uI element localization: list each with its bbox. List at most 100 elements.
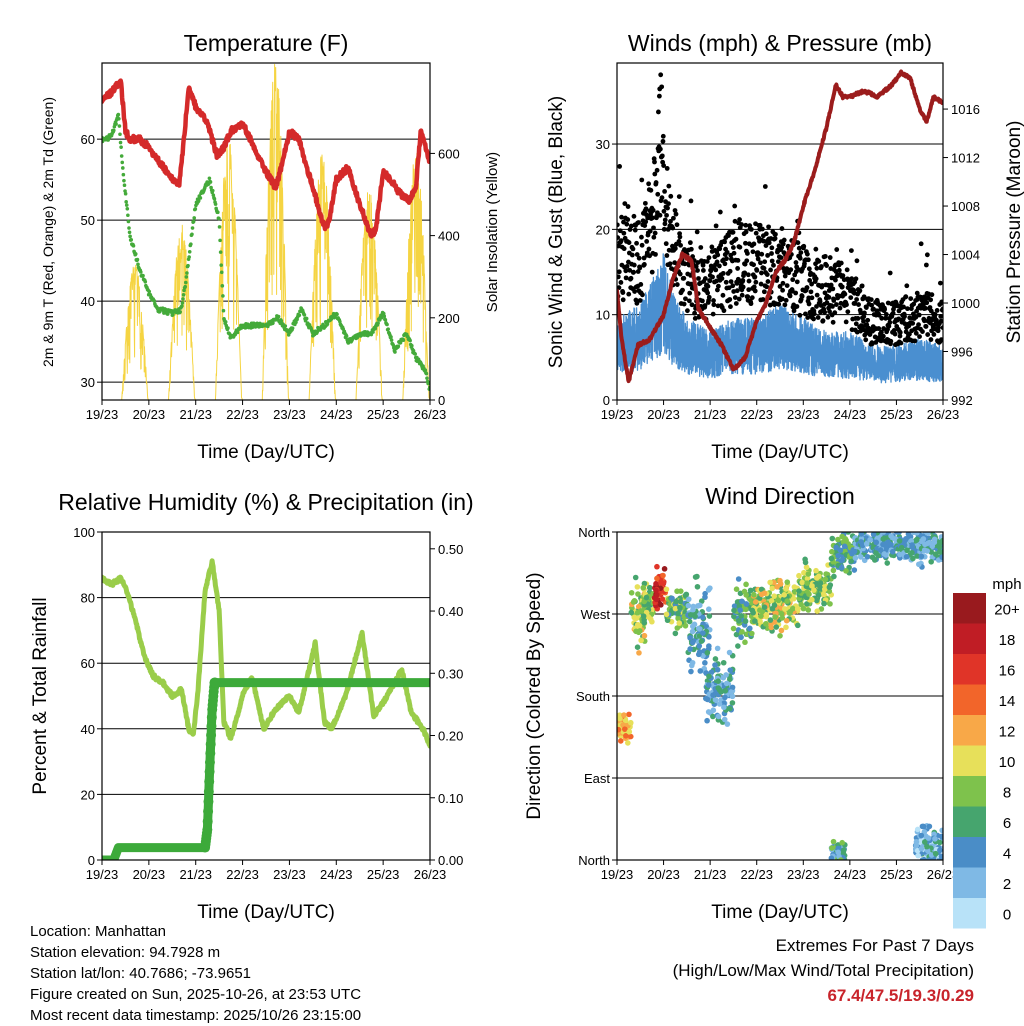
rainfall-point	[203, 806, 214, 817]
wind-direction-point	[799, 579, 805, 586]
wind-direction-point	[804, 580, 810, 586]
dewpoint-point	[401, 338, 406, 343]
gust-point	[730, 283, 736, 289]
dewpoint-point	[128, 234, 132, 239]
gust-point	[854, 258, 860, 264]
gust-point	[922, 318, 927, 324]
gust-point	[861, 314, 867, 320]
wind-direction-point	[698, 598, 705, 604]
rainfall-point	[206, 721, 217, 732]
dir-title: Wind Direction	[705, 483, 855, 509]
wind-direction-point	[704, 649, 711, 656]
dewpoint-point	[208, 180, 213, 184]
gust-point	[653, 251, 658, 257]
gust-point	[784, 283, 790, 289]
dewpoint-point	[184, 275, 189, 279]
rh-marks	[102, 558, 430, 860]
gust-point	[739, 292, 745, 298]
dir-ytick-label: South	[576, 689, 610, 704]
dewpoint-point	[386, 327, 391, 331]
wind-direction-point	[617, 715, 623, 722]
gust-point	[881, 326, 887, 331]
wind-direction-point	[830, 567, 837, 574]
rh-plot: 0 20 40 60 80 100 0.00 0.10 0.20 0.30 0.40 0.50 19/2…	[73, 525, 463, 882]
gust-point	[891, 328, 897, 333]
wind-direction-point	[909, 549, 915, 556]
latlon-text: Station lat/lon: 40.7686; -73.9651	[30, 965, 252, 982]
wind-direction-point	[822, 576, 829, 583]
wind-direction-point	[932, 551, 939, 557]
gust-point	[713, 267, 719, 273]
gust-point	[673, 211, 679, 217]
wind-direction-point	[777, 633, 783, 639]
wind-direction-point	[734, 599, 741, 605]
wind-ytick-label: 10	[596, 308, 610, 323]
gust-point	[767, 302, 773, 308]
gust-point	[621, 246, 627, 252]
wind-direction-point	[723, 672, 729, 678]
gust-point	[702, 303, 708, 308]
gust-point	[704, 259, 710, 264]
wind-direction-point	[918, 845, 925, 852]
wind-direction-point	[739, 598, 745, 605]
gust-point	[656, 93, 662, 99]
wind-direction-point	[669, 595, 675, 602]
wind-direction-point	[896, 532, 902, 535]
rh-frame	[101, 531, 431, 861]
wind-direction-point	[905, 532, 912, 537]
dewpoint-point	[207, 176, 212, 181]
wind-direction-point	[705, 587, 712, 593]
wind-direction-point	[751, 591, 757, 598]
gust-point	[806, 266, 812, 272]
wind-direction-point	[733, 631, 740, 638]
gust-point	[799, 293, 805, 299]
rh-xtick-label: 22/23	[226, 867, 259, 882]
temperature-line	[102, 78, 430, 239]
temp-xtick-label: 26/23	[414, 407, 447, 422]
gust-point	[645, 215, 651, 221]
wind-direction-point	[922, 541, 928, 548]
gust-point	[798, 250, 804, 255]
gust-point	[783, 297, 789, 303]
gust-point	[863, 305, 869, 310]
wind-direction-point	[720, 659, 727, 666]
colorbar-swatch	[953, 745, 986, 776]
dewpoint-point	[126, 213, 130, 218]
wind-xtick-label: 24/23	[834, 407, 867, 422]
gust-point	[819, 264, 824, 269]
gust-point	[705, 283, 711, 289]
wind-direction-point	[733, 586, 740, 593]
gust-point	[883, 311, 889, 317]
wind-direction-point	[742, 639, 748, 646]
wind-direction-point	[779, 615, 786, 621]
rainfall-point	[206, 712, 217, 723]
gust-point	[763, 231, 769, 237]
gust-point	[797, 312, 803, 318]
gust-point	[811, 316, 816, 322]
gust-point	[887, 320, 893, 325]
rh-ytick-label: 0	[88, 853, 95, 868]
wind-direction-point	[685, 596, 692, 603]
wind-direction-point	[689, 639, 696, 646]
gust-point	[674, 222, 680, 228]
gust-point	[911, 301, 917, 307]
wind-xtick-label: 25/23	[880, 407, 913, 422]
gust-point	[728, 279, 734, 285]
gust-point	[715, 283, 721, 289]
wind-direction-point	[852, 555, 859, 561]
gust-point	[647, 228, 653, 234]
dewpoint-point	[338, 319, 342, 324]
gust-point	[734, 280, 740, 286]
wind-direction-point	[705, 709, 712, 715]
gust-point	[808, 289, 814, 295]
wind-direction-point	[632, 574, 639, 581]
dewpoint-point	[131, 244, 136, 248]
wind-direction-point	[663, 611, 670, 618]
wind-direction-point	[843, 568, 849, 574]
gust-point	[748, 301, 754, 307]
wind-direction-point	[926, 823, 933, 830]
gust-point	[805, 315, 811, 320]
gust-point	[631, 269, 637, 275]
gust-point	[824, 263, 830, 268]
